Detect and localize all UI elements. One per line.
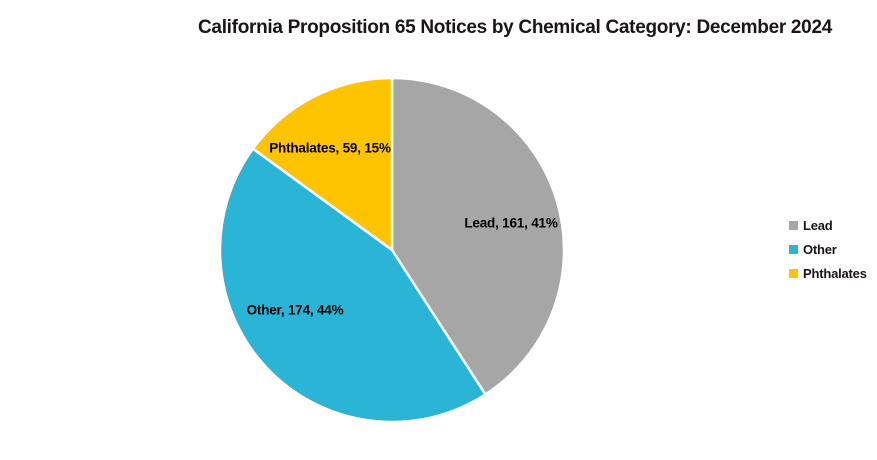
pie-chart [218,76,566,424]
chart-legend: Lead Other Phthalates [789,213,867,285]
pie-slice-phthalates [251,76,394,252]
pie-label-other: Other, 174, 44% [246,302,344,318]
chart-title: California Proposition 65 Notices by Che… [198,17,832,38]
legend-item-lead: Lead [789,213,867,237]
pie-slice-other [218,147,487,424]
legend-item-phthalates: Phthalates [789,261,867,285]
legend-item-other: Other [789,237,867,261]
pie-label-lead: Lead, 161, 41% [464,215,558,231]
pie-label-phthalates: Phthalates, 59, 15% [269,140,391,156]
legend-swatch-lead [789,220,798,230]
legend-swatch-other [789,244,798,254]
legend-label-other: Other [803,241,837,257]
legend-label-phthalates: Phthalates [803,265,867,281]
legend-label-lead: Lead [803,217,833,233]
legend-swatch-phthalates [789,268,798,278]
